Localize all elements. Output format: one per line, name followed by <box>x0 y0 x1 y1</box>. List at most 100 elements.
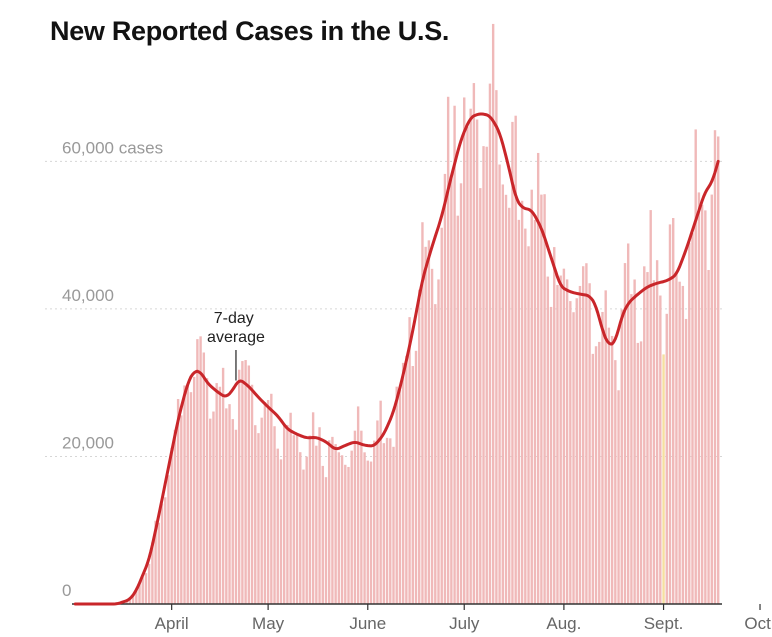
daily-case-bar <box>192 376 196 604</box>
daily-case-bars <box>119 23 720 605</box>
daily-case-bar <box>147 563 151 604</box>
daily-case-bar <box>643 266 646 604</box>
daily-case-bar <box>344 464 347 604</box>
daily-case-bar <box>154 520 157 604</box>
daily-case-bar <box>543 194 546 604</box>
daily-case-bar <box>694 129 697 605</box>
daily-case-bar <box>128 599 132 604</box>
daily-case-bar <box>292 435 296 604</box>
chart-title: New Reported Cases in the U.S. <box>50 16 450 46</box>
daily-case-bar <box>678 281 681 604</box>
daily-case-bar <box>135 589 138 604</box>
daily-case-bar <box>700 204 704 605</box>
daily-case-bar <box>389 438 392 604</box>
daily-case-bar <box>672 218 675 604</box>
daily-case-bar <box>710 194 713 604</box>
daily-case-bar <box>366 460 369 604</box>
daily-case-bar <box>649 210 652 604</box>
daily-case-bar <box>565 279 569 604</box>
daily-case-bar <box>234 429 238 604</box>
daily-case-bar <box>350 450 353 604</box>
daily-case-bar <box>215 383 218 604</box>
daily-case-bar <box>434 304 437 604</box>
daily-case-bar <box>392 446 395 604</box>
x-tick-label: July <box>449 614 480 633</box>
daily-case-bar <box>639 341 643 604</box>
daily-case-bar <box>681 285 685 604</box>
daily-case-bar <box>620 309 623 604</box>
daily-case-bar <box>488 83 492 605</box>
daily-case-bar <box>282 424 286 604</box>
daily-case-bar <box>437 279 440 604</box>
daily-case-bar <box>556 284 559 604</box>
daily-case-bar <box>594 346 598 604</box>
daily-case-bar <box>237 369 241 604</box>
daily-case-bar <box>266 400 270 604</box>
daily-case-bar <box>411 366 414 604</box>
daily-case-bar <box>347 466 350 604</box>
daily-case-bar <box>665 313 668 604</box>
daily-case-bar <box>498 164 501 604</box>
daily-case-bar <box>524 228 527 604</box>
daily-case-bar <box>472 83 476 604</box>
daily-case-bar <box>533 219 537 604</box>
daily-case-bar <box>630 294 633 604</box>
daily-case-bar <box>337 452 341 604</box>
daily-case-bar <box>414 350 418 604</box>
daily-case-bar <box>668 224 672 604</box>
daily-case-bar <box>424 246 427 604</box>
daily-case-bar <box>482 146 485 604</box>
daily-case-bar <box>704 210 707 604</box>
daily-case-bar <box>279 459 283 604</box>
daily-case-bar <box>183 385 186 604</box>
x-tick-label: June <box>349 614 386 633</box>
daily-case-bar <box>212 411 215 604</box>
daily-case-bar <box>508 207 511 605</box>
daily-case-bar <box>289 412 292 604</box>
daily-case-bar <box>598 341 601 604</box>
daily-case-bar <box>713 130 717 604</box>
x-tick-label: Sept. <box>644 614 684 633</box>
daily-case-bar <box>247 365 251 604</box>
daily-case-bar <box>164 497 167 604</box>
annotation-line-2: average <box>207 329 265 346</box>
daily-case-bar <box>707 269 710 604</box>
daily-case-bar <box>205 378 209 604</box>
daily-case-bar <box>636 342 640 604</box>
daily-case-bar <box>257 433 260 604</box>
annotation-seven-day-average: 7-day average <box>207 310 265 346</box>
daily-case-bar <box>353 430 357 604</box>
daily-case-bar <box>491 23 495 605</box>
daily-case-bar <box>601 311 604 604</box>
daily-case-bar <box>141 577 144 604</box>
daily-case-bar <box>688 242 691 604</box>
daily-case-bar <box>614 360 617 604</box>
daily-case-bar <box>173 429 177 604</box>
daily-case-bar <box>610 335 614 604</box>
daily-case-bar <box>553 247 556 604</box>
daily-case-bar <box>221 367 225 604</box>
annotation-line-1: 7-day <box>214 310 254 327</box>
daily-case-bar <box>540 194 543 605</box>
daily-case-bar <box>209 418 212 604</box>
daily-case-bar <box>244 360 247 604</box>
daily-case-bar <box>315 445 318 604</box>
daily-case-bar <box>495 90 498 604</box>
daily-case-bar <box>607 327 611 604</box>
daily-case-bar <box>199 336 202 604</box>
daily-case-bar <box>369 461 373 604</box>
daily-case-bar <box>479 188 482 604</box>
daily-case-bar <box>318 427 321 604</box>
daily-case-bar <box>360 430 363 604</box>
daily-case-bar <box>501 184 505 604</box>
daily-case-bar <box>167 475 170 604</box>
daily-case-bar <box>427 240 431 604</box>
daily-case-bar <box>196 339 199 604</box>
daily-case-bar <box>263 402 267 604</box>
daily-case-bar <box>379 400 382 604</box>
daily-case-bar <box>546 276 550 604</box>
daily-case-bar <box>623 263 627 604</box>
daily-case-bar <box>504 194 508 605</box>
daily-case-bar <box>517 219 521 604</box>
daily-case-bar <box>604 290 607 604</box>
